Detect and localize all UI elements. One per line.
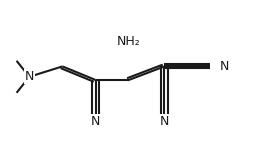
Text: N: N: [25, 70, 34, 83]
Text: N: N: [159, 115, 168, 128]
Text: N: N: [91, 115, 100, 128]
Text: NH₂: NH₂: [116, 35, 140, 48]
Text: N: N: [219, 60, 228, 73]
